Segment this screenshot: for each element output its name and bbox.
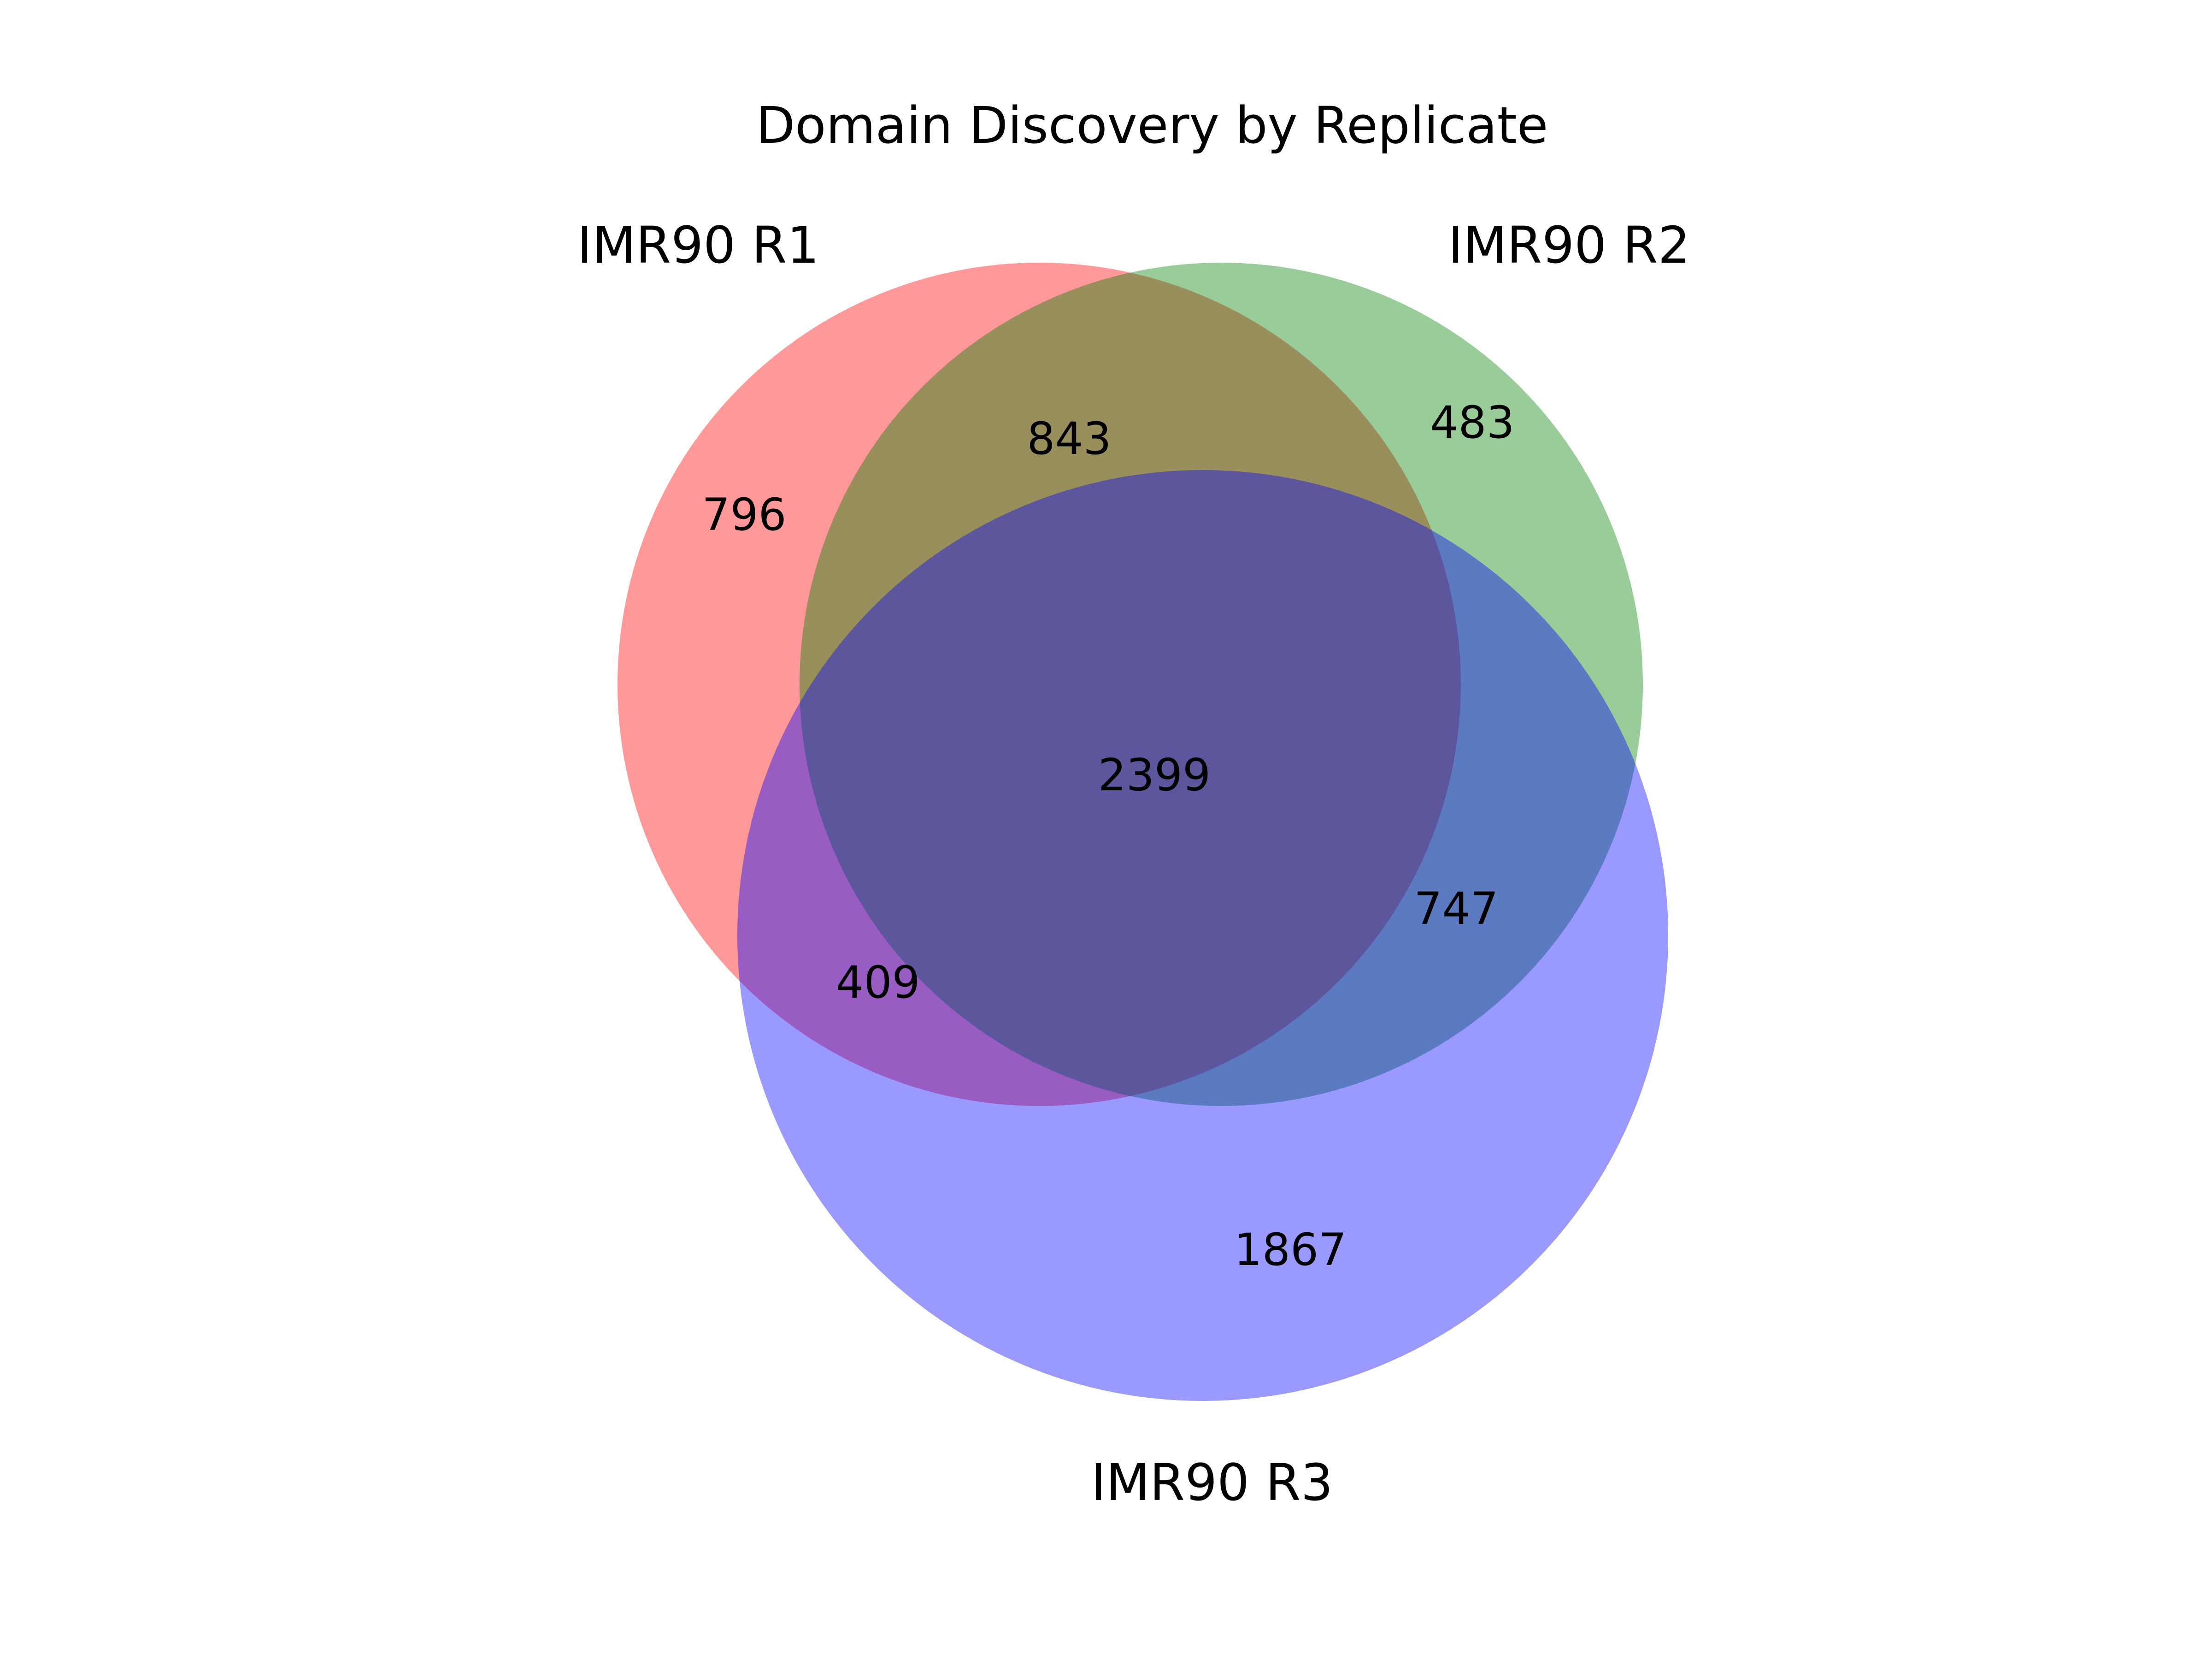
region-value-r3-only: 1867 — [1234, 1224, 1347, 1276]
set-circle-r2 — [800, 263, 1643, 1106]
set-label-r2: IMR90 R2 — [1448, 216, 1690, 275]
region-value-r1-r2-r3: 2399 — [1098, 749, 1211, 801]
set-circle-r1 — [618, 263, 1461, 1106]
chart-title: Domain Discovery by Replicate — [756, 96, 1548, 155]
set-label-r3: IMR90 R3 — [1091, 1453, 1333, 1512]
region-value-r2-only: 483 — [1430, 397, 1514, 448]
region-value-r2-r3: 747 — [1414, 883, 1498, 935]
set-circle-r3 — [737, 470, 1668, 1401]
set-circles — [618, 263, 1668, 1401]
region-value-r1-only: 796 — [702, 489, 786, 541]
region-value-r1-r3: 409 — [835, 957, 920, 1008]
region-value-r1-r2: 843 — [1027, 413, 1111, 465]
set-label-r1: IMR90 R1 — [577, 216, 819, 275]
